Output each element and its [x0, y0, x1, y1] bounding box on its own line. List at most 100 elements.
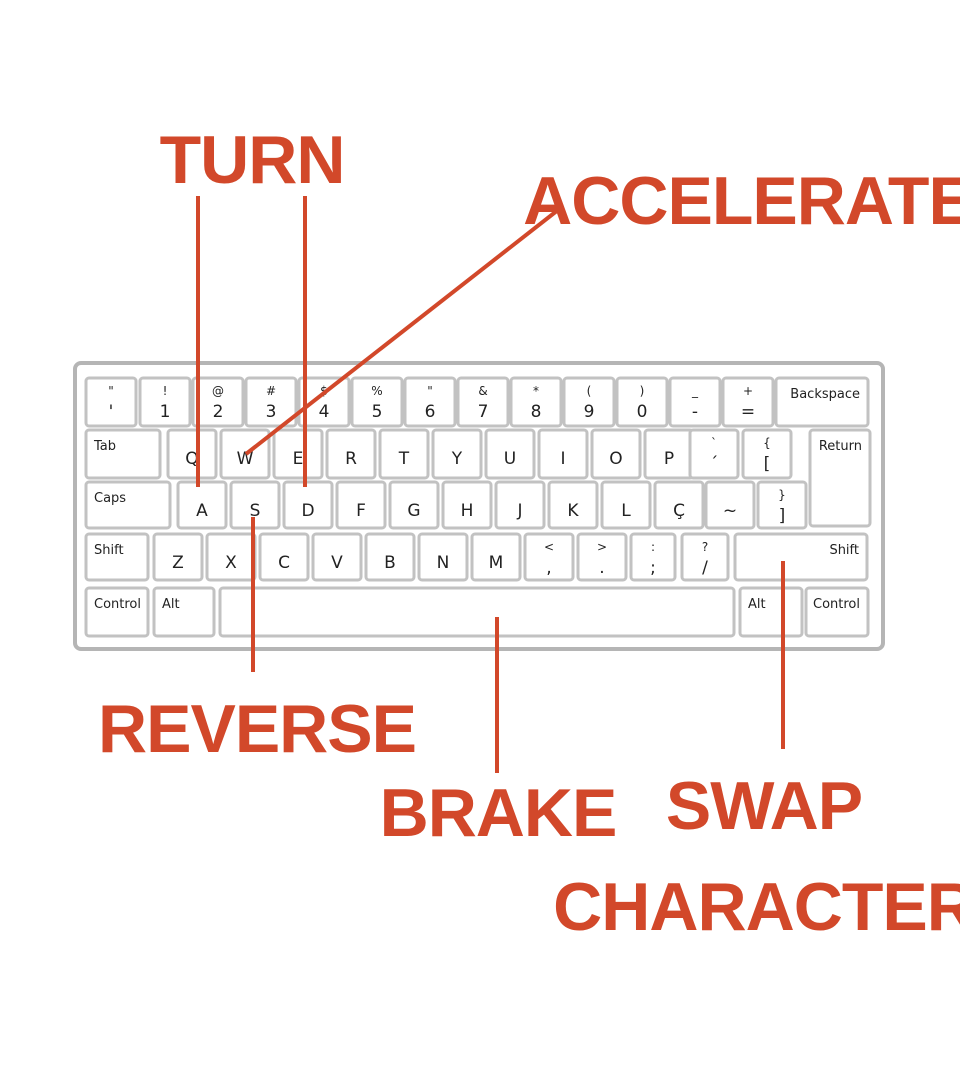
key-shift-label: ? [702, 540, 708, 554]
key-control: Control [84, 586, 150, 638]
key-label: U [504, 449, 516, 469]
key-g: G [388, 480, 440, 530]
key-label: X [225, 553, 237, 573]
key-k: K [547, 480, 599, 530]
key-cap [282, 480, 334, 530]
key-label: S [250, 501, 261, 521]
key-alt: Alt [152, 586, 216, 638]
key-cap [219, 428, 271, 480]
key-caps: Caps [84, 480, 172, 530]
key-label: R [345, 449, 357, 469]
key-cap [741, 428, 793, 480]
key-c: C [258, 532, 310, 582]
key-shift-label: ( [587, 384, 592, 398]
accelerate-label: ACCELERATE [523, 163, 960, 239]
key-0: )0 [615, 376, 669, 428]
key-label: V [331, 553, 343, 573]
key-f: F [335, 480, 387, 530]
key-label: 5 [372, 402, 383, 422]
key-1: !1 [138, 376, 192, 428]
key-9: (9 [562, 376, 616, 428]
key-': "' [84, 376, 138, 428]
key-label: ~ [723, 501, 737, 521]
key-cap [138, 376, 192, 428]
key-cap [166, 428, 218, 480]
key-=: += [721, 376, 775, 428]
key-h: H [441, 480, 493, 530]
key-cap [547, 480, 599, 530]
key-q: Q [166, 428, 218, 480]
key-u: U [484, 428, 536, 480]
key-shift-label: ! [163, 384, 168, 398]
key-cap [84, 586, 150, 638]
brake-label: BRAKE [380, 775, 617, 851]
key-label: Backspace [790, 387, 860, 402]
key-label: E [293, 449, 304, 469]
key-e: E [272, 428, 324, 480]
key-cap [774, 376, 870, 428]
key-label: 8 [531, 402, 542, 422]
key-]: }] [756, 480, 808, 530]
key-cap [218, 586, 736, 638]
key-2: @2 [191, 376, 245, 428]
key-label: A [196, 501, 208, 521]
key-label: C [278, 553, 290, 573]
key-cap [84, 480, 172, 530]
key-label: ' [109, 402, 114, 422]
key-shift-label: > [597, 540, 607, 554]
key-cap [441, 480, 493, 530]
key-cap [152, 586, 216, 638]
key-cap [258, 532, 310, 582]
key-cap [615, 376, 669, 428]
key-label: [ [764, 454, 771, 474]
key-cap [272, 428, 324, 480]
key-d: D [282, 480, 334, 530]
key-cap [364, 532, 416, 582]
key-label: - [692, 402, 698, 422]
key-label: Shift [829, 543, 859, 558]
key-b: B [364, 532, 416, 582]
key-cap [325, 428, 377, 480]
key-shift-label: _ [691, 384, 699, 398]
key-label: L [621, 501, 631, 521]
key-n: N [417, 532, 469, 582]
key-label: B [384, 553, 396, 573]
key-label: P [664, 449, 674, 469]
key-label: Control [94, 597, 141, 612]
key-shift-label: } [778, 488, 786, 502]
key-cap [688, 428, 740, 480]
key-label: Control [813, 597, 860, 612]
key-x: X [205, 532, 257, 582]
key-cap [653, 480, 705, 530]
reverse-label: REVERSE [98, 691, 416, 767]
key-label: Return [819, 439, 862, 454]
key-.: >. [576, 532, 628, 582]
key-label: ; [650, 558, 656, 578]
key-t: T [378, 428, 430, 480]
key-cap [804, 586, 870, 638]
key-cap [668, 376, 722, 428]
key-cap [576, 532, 628, 582]
key-label: I [560, 449, 565, 469]
key-cap [311, 532, 363, 582]
key-label: T [398, 449, 410, 469]
key-w: W [219, 428, 271, 480]
key-cap [680, 532, 730, 582]
key-label: ´ [710, 454, 719, 474]
key-v: V [311, 532, 363, 582]
key-shift-label: " [108, 384, 114, 398]
key-label: Alt [748, 597, 766, 612]
key-shift-label: ) [640, 384, 645, 398]
key-6: "6 [403, 376, 457, 428]
key-label: Ç [673, 501, 685, 521]
key-label: F [356, 501, 366, 521]
key-cap [494, 480, 546, 530]
key-label: = [741, 402, 755, 422]
key-cap [590, 428, 642, 480]
key-label: Tab [93, 439, 116, 454]
key-a: A [176, 480, 228, 530]
key-shift-label: & [478, 384, 487, 398]
key-o: O [590, 428, 642, 480]
key-label: N [437, 553, 450, 573]
